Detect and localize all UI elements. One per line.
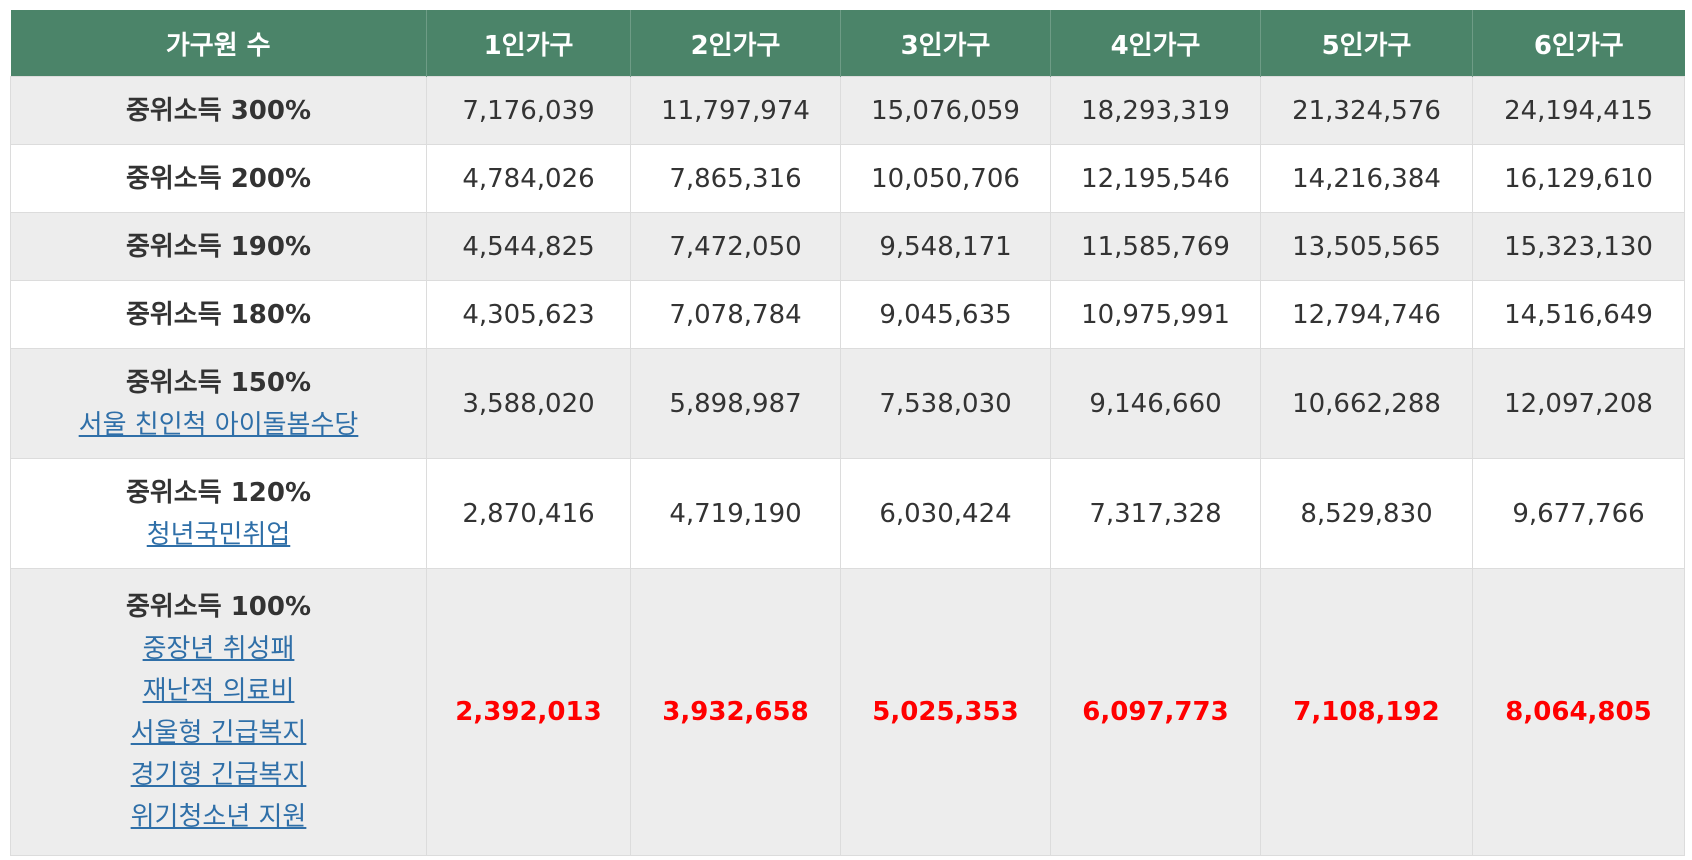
link-midlife-employment[interactable]: 중장년 취성패 xyxy=(142,634,295,664)
income-level-label: 중위소득 150% xyxy=(125,367,312,398)
value-cell-highlight: 6,097,773 xyxy=(1050,568,1261,856)
value-cell: 9,045,635 xyxy=(840,280,1051,349)
income-level-label: 중위소득 190% xyxy=(125,231,312,262)
header-1-person: 1인가구 xyxy=(426,10,631,77)
table-row: 중위소득 100% 중장년 취성패 재난적 의료비 서울형 긴급복지 경기형 긴… xyxy=(10,568,1685,856)
value-cell: 12,195,546 xyxy=(1050,144,1261,213)
income-level-label: 중위소득 120% xyxy=(125,477,312,508)
value-cell: 8,529,830 xyxy=(1260,458,1473,569)
table-row: 중위소득 190% 4,544,825 7,472,050 9,548,171 … xyxy=(10,212,1685,281)
value-cell: 10,050,706 xyxy=(840,144,1051,213)
value-cell: 14,216,384 xyxy=(1260,144,1473,213)
table-row: 중위소득 150% 서울 친인척 아이돌봄수당 3,588,020 5,898,… xyxy=(10,348,1685,459)
value-cell: 11,585,769 xyxy=(1050,212,1261,281)
value-cell: 5,898,987 xyxy=(630,348,841,459)
income-level-label: 중위소득 300% xyxy=(125,95,312,126)
table-row: 중위소득 120% 청년국민취업 2,870,416 4,719,190 6,0… xyxy=(10,458,1685,569)
table-row: 중위소득 200% 4,784,026 7,865,316 10,050,706… xyxy=(10,144,1685,213)
link-youth-crisis-support[interactable]: 위기청소년 지원 xyxy=(130,802,307,832)
value-cell: 7,538,030 xyxy=(840,348,1051,459)
header-6-person: 6인가구 xyxy=(1472,10,1685,77)
value-cell: 2,870,416 xyxy=(426,458,631,569)
link-youth-employment[interactable]: 청년국민취업 xyxy=(146,519,291,550)
value-cell: 7,176,039 xyxy=(426,76,631,145)
row-label-cell: 중위소득 180% xyxy=(10,280,427,349)
value-cell: 4,719,190 xyxy=(630,458,841,569)
value-cell: 7,078,784 xyxy=(630,280,841,349)
value-cell: 12,097,208 xyxy=(1472,348,1685,459)
income-level-label: 중위소득 180% xyxy=(125,299,312,330)
value-cell-highlight: 3,932,658 xyxy=(630,568,841,856)
value-cell: 10,662,288 xyxy=(1260,348,1473,459)
value-cell: 18,293,319 xyxy=(1050,76,1261,145)
income-level-label: 중위소득 100% xyxy=(125,592,312,622)
value-cell: 24,194,415 xyxy=(1472,76,1685,145)
value-cell: 10,975,991 xyxy=(1050,280,1261,349)
value-cell: 9,548,171 xyxy=(840,212,1051,281)
value-cell: 16,129,610 xyxy=(1472,144,1685,213)
row-label-cell: 중위소득 200% xyxy=(10,144,427,213)
value-cell-highlight: 2,392,013 xyxy=(426,568,631,856)
header-4-person: 4인가구 xyxy=(1050,10,1261,77)
value-cell: 15,323,130 xyxy=(1472,212,1685,281)
link-catastrophic-medical[interactable]: 재난적 의료비 xyxy=(142,676,295,706)
value-cell: 9,146,660 xyxy=(1050,348,1261,459)
value-cell: 4,544,825 xyxy=(426,212,631,281)
value-cell-highlight: 7,108,192 xyxy=(1260,568,1473,856)
value-cell: 14,516,649 xyxy=(1472,280,1685,349)
header-household-size: 가구원 수 xyxy=(10,10,427,77)
value-cell: 11,797,974 xyxy=(630,76,841,145)
value-cell: 21,324,576 xyxy=(1260,76,1473,145)
median-income-table: 가구원 수 1인가구 2인가구 3인가구 4인가구 5인가구 6인가구 중위소득… xyxy=(10,10,1685,856)
value-cell: 15,076,059 xyxy=(840,76,1051,145)
table-row: 중위소득 180% 4,305,623 7,078,784 9,045,635 … xyxy=(10,280,1685,349)
value-cell: 3,588,020 xyxy=(426,348,631,459)
row-label-cell: 중위소득 100% 중장년 취성패 재난적 의료비 서울형 긴급복지 경기형 긴… xyxy=(10,568,427,856)
row-label-cell: 중위소득 300% xyxy=(10,76,427,145)
value-cell-highlight: 5,025,353 xyxy=(840,568,1051,856)
value-cell: 7,317,328 xyxy=(1050,458,1261,569)
row-label-cell: 중위소득 150% 서울 친인척 아이돌봄수당 xyxy=(10,348,427,459)
header-5-person: 5인가구 xyxy=(1260,10,1473,77)
link-seoul-emergency-welfare[interactable]: 서울형 긴급복지 xyxy=(130,718,307,748)
value-cell: 4,305,623 xyxy=(426,280,631,349)
value-cell-highlight: 8,064,805 xyxy=(1472,568,1685,856)
header-3-person: 3인가구 xyxy=(840,10,1051,77)
value-cell: 4,784,026 xyxy=(426,144,631,213)
link-gyeonggi-emergency-welfare[interactable]: 경기형 긴급복지 xyxy=(130,760,307,790)
row-label-cell: 중위소득 190% xyxy=(10,212,427,281)
value-cell: 6,030,424 xyxy=(840,458,1051,569)
value-cell: 7,472,050 xyxy=(630,212,841,281)
income-level-label: 중위소득 200% xyxy=(125,163,312,194)
value-cell: 12,794,746 xyxy=(1260,280,1473,349)
value-cell: 9,677,766 xyxy=(1472,458,1685,569)
table-row: 중위소득 300% 7,176,039 11,797,974 15,076,05… xyxy=(10,76,1685,145)
value-cell: 13,505,565 xyxy=(1260,212,1473,281)
header-2-person: 2인가구 xyxy=(630,10,841,77)
header-row: 가구원 수 1인가구 2인가구 3인가구 4인가구 5인가구 6인가구 xyxy=(10,10,1685,77)
link-seoul-childcare-allowance[interactable]: 서울 친인척 아이돌봄수당 xyxy=(78,409,359,440)
row-label-cell: 중위소득 120% 청년국민취업 xyxy=(10,458,427,569)
value-cell: 7,865,316 xyxy=(630,144,841,213)
